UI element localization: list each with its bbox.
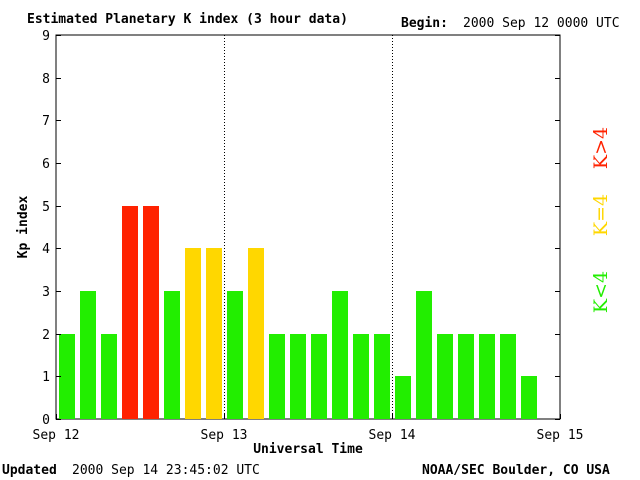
kp-bar	[185, 248, 201, 419]
kp-bar	[269, 334, 285, 419]
y-tick-label: 2	[42, 328, 50, 343]
updated-label: Updated	[2, 463, 57, 478]
x-tick-label: Sep 14	[369, 428, 416, 443]
kp-bar	[437, 334, 453, 419]
y-tick-label: 5	[42, 200, 50, 215]
updated-value: 2000 Sep 14 23:45:02 UTC	[72, 463, 260, 478]
kp-bar	[458, 334, 474, 419]
kp-bar	[164, 291, 180, 419]
legend-item-label: K<4	[590, 271, 612, 313]
kp-bar	[374, 334, 390, 419]
y-tick-label: 6	[42, 157, 50, 172]
y-tick-label: 7	[42, 114, 50, 129]
kp-bar	[248, 248, 264, 419]
plot-area: 0 1 2 3 4 5 6 7 8 9 Sep 12 Sep 13 Sep 14 Sep 15	[33, 29, 584, 443]
x-tick-label: Sep 12	[33, 428, 80, 443]
kp-bar	[500, 334, 516, 419]
y-tick-label: 4	[42, 242, 50, 257]
kp-bar	[290, 334, 306, 419]
y-tick-label: 1	[42, 370, 50, 385]
kp-bar	[59, 334, 75, 419]
y-axis-title: Kp index	[16, 196, 31, 259]
y-tick-label: 8	[42, 72, 50, 87]
x-axis-title: Universal Time	[253, 442, 363, 457]
kp-bar	[143, 206, 159, 419]
kp-bar	[416, 291, 432, 419]
kp-bar	[206, 248, 222, 419]
legend-item-label: K>4	[590, 127, 612, 169]
x-tick-label: Sep 13	[201, 428, 248, 443]
begin-value: 2000 Sep 12 0000 UTC	[463, 16, 620, 31]
legend: K>4 K=4 K<4	[590, 127, 612, 313]
y-tick-label: 0	[42, 413, 50, 428]
kp-bar	[479, 334, 495, 419]
kp-bar	[311, 334, 327, 419]
plot-frame	[55, 34, 561, 420]
source-credit: NOAA/SEC Boulder, CO USA	[422, 463, 610, 478]
kp-bar	[227, 291, 243, 419]
kp-bar	[101, 334, 117, 419]
y-tick-label: 3	[42, 285, 50, 300]
x-tick-label: Sep 15	[537, 428, 584, 443]
kp-bar	[332, 291, 348, 419]
kp-bar	[353, 334, 369, 419]
kp-bar	[521, 376, 537, 419]
kp-bar	[395, 376, 411, 419]
legend-item-label: K=4	[590, 194, 612, 236]
kp-bar	[122, 206, 138, 419]
kp-bar	[80, 291, 96, 419]
chart-title: Estimated Planetary K index (3 hour data…	[27, 12, 348, 27]
y-tick-label: 9	[42, 29, 50, 44]
begin-label: Begin:	[401, 16, 448, 31]
